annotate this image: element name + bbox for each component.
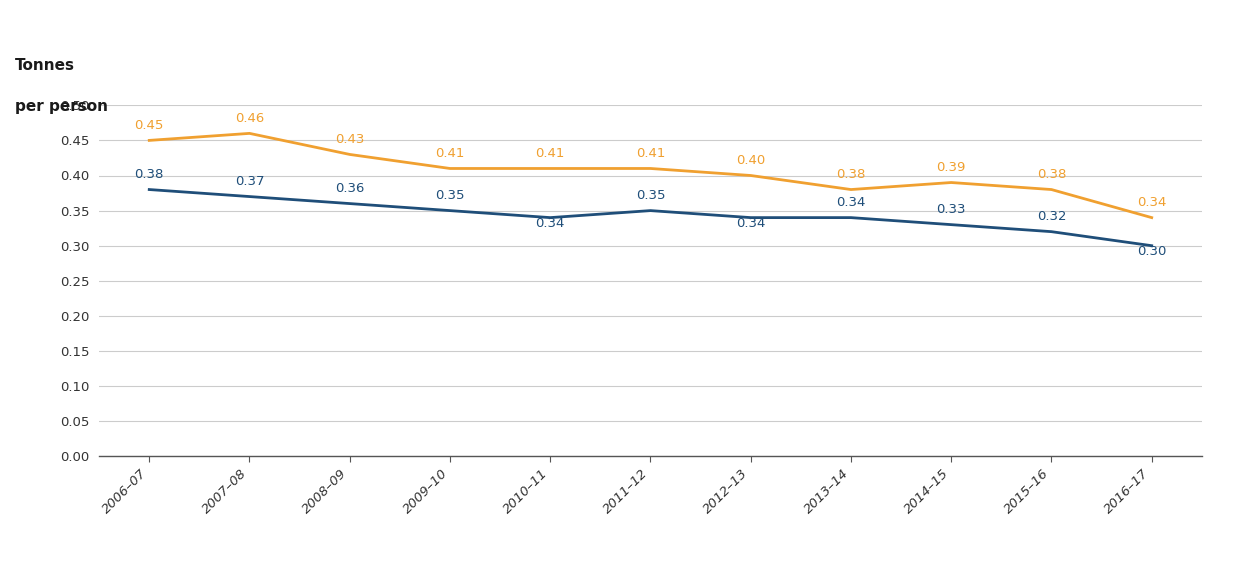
Municipal	[844, 214, 859, 221]
Text: 0.41: 0.41	[435, 147, 465, 160]
Text: 0.38: 0.38	[1037, 168, 1066, 181]
Industrial	[141, 137, 156, 144]
Text: 0.32: 0.32	[1037, 210, 1067, 223]
Municipal	[1145, 242, 1160, 249]
Text: per person: per person	[15, 99, 108, 115]
Industrial	[844, 186, 859, 193]
Industrial	[543, 165, 558, 172]
Text: 0.33: 0.33	[937, 203, 966, 216]
Line: Municipal: Municipal	[149, 190, 1152, 246]
Text: 0.41: 0.41	[535, 147, 565, 160]
Industrial	[442, 165, 457, 172]
Line: Industrial: Industrial	[149, 133, 1152, 218]
Text: 0.37: 0.37	[234, 175, 264, 188]
Text: 0.41: 0.41	[636, 147, 665, 160]
Text: 0.34: 0.34	[736, 217, 766, 230]
Industrial	[743, 172, 758, 179]
Text: 0.36: 0.36	[335, 182, 364, 195]
Text: 0.35: 0.35	[636, 189, 665, 202]
Municipal	[342, 200, 357, 207]
Industrial	[242, 130, 256, 137]
Text: Tonnes: Tonnes	[15, 58, 74, 74]
Text: 0.38: 0.38	[836, 168, 866, 181]
Text: 0.40: 0.40	[736, 154, 766, 167]
Text: 0.38: 0.38	[135, 168, 164, 181]
Industrial	[1044, 186, 1059, 193]
Municipal	[743, 214, 758, 221]
Text: 0.46: 0.46	[235, 112, 264, 125]
Industrial	[643, 165, 658, 172]
Municipal	[1044, 228, 1059, 235]
Text: 0.35: 0.35	[435, 189, 465, 202]
Text: 0.43: 0.43	[335, 133, 364, 146]
Industrial	[342, 151, 357, 158]
Municipal	[242, 193, 256, 200]
Text: 0.34: 0.34	[836, 196, 866, 209]
Municipal	[944, 221, 959, 228]
Municipal	[643, 207, 658, 214]
Text: 0.34: 0.34	[1137, 196, 1166, 209]
Text: 0.30: 0.30	[1137, 245, 1166, 259]
Text: 0.34: 0.34	[535, 217, 565, 230]
Municipal	[543, 214, 558, 221]
Text: 0.39: 0.39	[937, 161, 966, 174]
Industrial	[944, 179, 959, 186]
Municipal	[442, 207, 457, 214]
Text: 0.45: 0.45	[135, 119, 164, 132]
Industrial	[1145, 214, 1160, 221]
Municipal	[141, 186, 156, 193]
